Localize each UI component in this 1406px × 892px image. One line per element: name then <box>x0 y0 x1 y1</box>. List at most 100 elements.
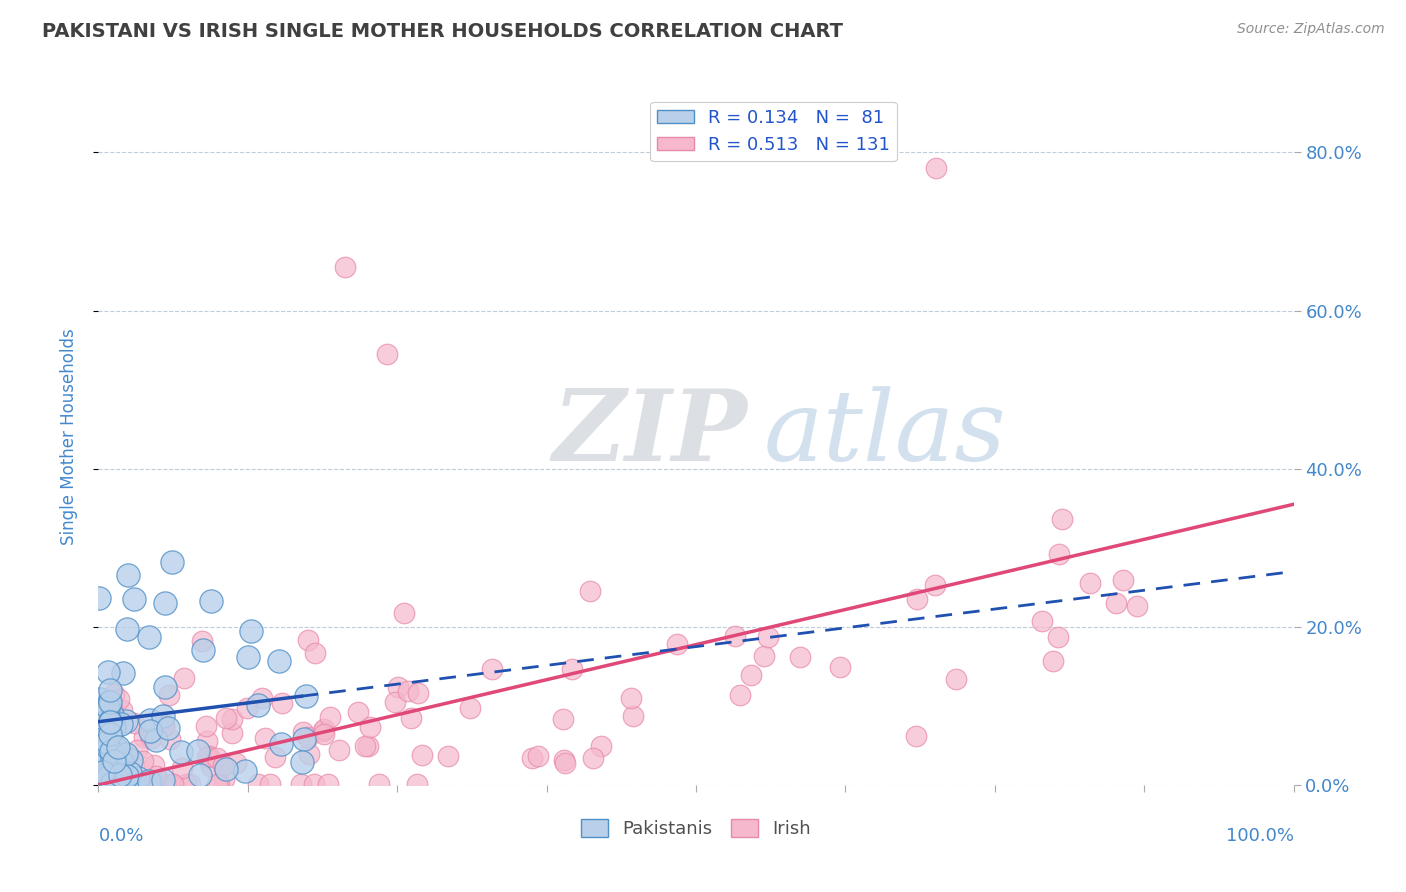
Text: 0.0%: 0.0% <box>98 827 143 845</box>
Point <box>170 761 193 775</box>
Point <box>945 672 967 686</box>
Point <box>131 777 153 791</box>
Point <box>101 753 124 767</box>
Point <box>291 755 314 769</box>
Point <box>90 730 112 744</box>
Point <box>481 662 503 676</box>
Point <box>101 707 124 722</box>
Point <box>101 747 124 761</box>
Point <box>94 767 117 781</box>
Point <box>1052 511 1074 525</box>
Point <box>121 755 143 769</box>
Point <box>104 753 127 767</box>
Point <box>905 592 928 607</box>
Point <box>789 650 811 665</box>
Point <box>411 748 433 763</box>
Point <box>1078 575 1101 590</box>
Point <box>561 662 583 676</box>
Point <box>375 347 398 361</box>
Point <box>94 733 117 747</box>
Point <box>100 718 122 732</box>
Point <box>89 756 111 771</box>
Point <box>139 731 162 745</box>
Point <box>215 711 238 725</box>
Point <box>157 722 180 736</box>
Point <box>100 743 122 757</box>
Point <box>96 735 118 749</box>
Text: atlas: atlas <box>763 386 1007 482</box>
Point <box>122 592 145 607</box>
Point <box>298 747 321 761</box>
Point <box>117 568 139 582</box>
Point <box>115 714 138 728</box>
Point <box>212 772 235 786</box>
Point <box>392 607 415 621</box>
Point <box>554 756 576 771</box>
Point <box>120 753 142 767</box>
Point <box>96 735 118 749</box>
Point <box>173 671 195 685</box>
Point <box>105 772 128 786</box>
Point <box>205 751 228 765</box>
Point <box>1105 596 1128 610</box>
Point <box>247 698 270 712</box>
Point <box>1042 654 1064 668</box>
Point <box>205 777 228 791</box>
Point <box>103 721 125 735</box>
Point <box>665 637 688 651</box>
Point <box>240 624 263 638</box>
Point <box>139 713 162 727</box>
Point <box>295 689 318 703</box>
Point <box>153 681 176 695</box>
Point <box>359 720 381 734</box>
Point <box>132 730 155 744</box>
Legend: Pakistanis, Irish: Pakistanis, Irish <box>574 812 818 846</box>
Point <box>152 709 174 723</box>
Point <box>132 754 155 768</box>
Point <box>162 777 184 791</box>
Point <box>100 771 122 785</box>
Point <box>396 684 419 698</box>
Point <box>406 777 429 791</box>
Point <box>238 649 260 664</box>
Point <box>121 777 143 791</box>
Point <box>103 718 125 732</box>
Point <box>103 687 125 701</box>
Point <box>200 758 222 772</box>
Point <box>112 777 135 791</box>
Point <box>333 260 356 274</box>
Point <box>93 728 115 742</box>
Point <box>1046 630 1069 644</box>
Point <box>924 578 946 592</box>
Point <box>254 731 277 745</box>
Point <box>723 629 745 643</box>
Point <box>103 754 125 768</box>
Point <box>87 591 110 605</box>
Point <box>160 777 183 791</box>
Point <box>1111 573 1133 587</box>
Point <box>111 702 134 716</box>
Point <box>591 739 613 754</box>
Point <box>904 729 927 743</box>
Point <box>111 666 134 681</box>
Point <box>122 716 145 731</box>
Point <box>97 700 120 714</box>
Point <box>259 777 281 791</box>
Point <box>263 750 285 764</box>
Point <box>141 774 163 789</box>
Point <box>120 777 142 791</box>
Point <box>90 710 112 724</box>
Point <box>91 765 114 780</box>
Point <box>105 741 128 756</box>
Point <box>752 648 775 663</box>
Point <box>152 777 174 791</box>
Point <box>302 777 325 791</box>
Point <box>125 743 148 757</box>
Point <box>117 776 139 790</box>
Point <box>208 777 231 791</box>
Point <box>98 715 121 730</box>
Point <box>114 747 136 761</box>
Point <box>111 756 134 770</box>
Point <box>270 737 292 751</box>
Point <box>127 777 149 791</box>
